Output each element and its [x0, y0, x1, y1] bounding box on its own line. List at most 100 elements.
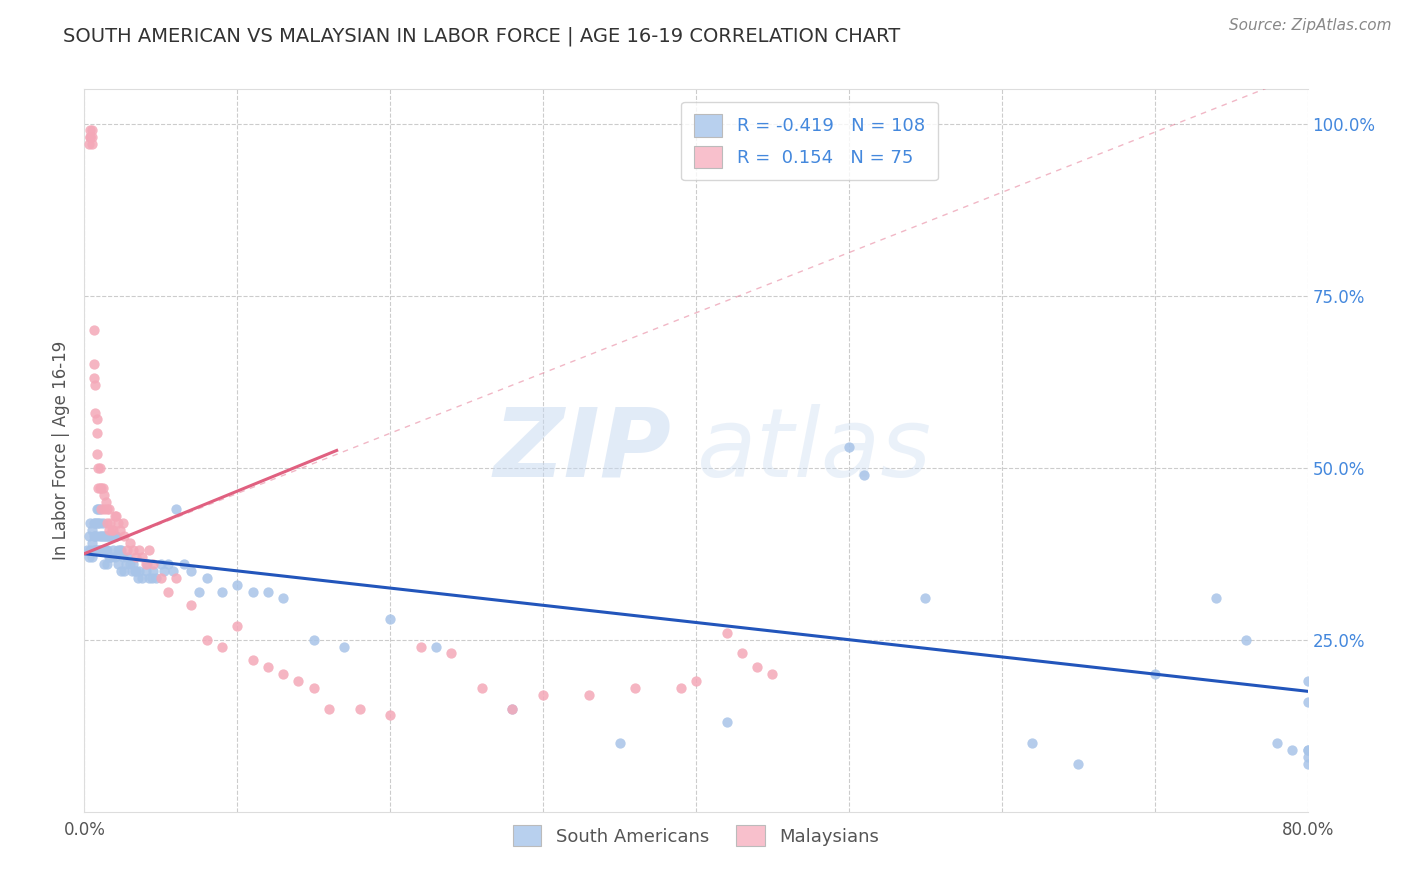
Point [125, 564, 148, 578]
Point [135, 564, 157, 578]
Point [97, 523, 120, 537]
Text: atlas: atlas [696, 404, 931, 497]
Point [125, 550, 148, 565]
Point [96, 543, 118, 558]
Point [104, 529, 127, 543]
Point [87, 543, 110, 558]
Point [502, 701, 524, 715]
Point [104, 550, 127, 565]
Point [302, 632, 325, 647]
Point [1296, 743, 1319, 757]
Point [1296, 743, 1319, 757]
Point [83, 358, 105, 372]
Point [79, 130, 101, 145]
Point [98, 516, 121, 530]
Point [107, 557, 129, 571]
Point [226, 619, 249, 633]
Point [80, 523, 103, 537]
Point [1143, 667, 1166, 681]
Point [107, 516, 129, 530]
Point [103, 543, 125, 558]
Point [1296, 673, 1319, 688]
Point [91, 529, 114, 543]
Point [97, 502, 120, 516]
Point [165, 571, 187, 585]
Point [731, 647, 754, 661]
Point [103, 523, 125, 537]
Point [87, 460, 110, 475]
Point [716, 715, 738, 730]
Point [287, 673, 309, 688]
Point [153, 564, 176, 578]
Point [211, 584, 233, 599]
Point [145, 571, 167, 585]
Point [380, 708, 402, 723]
Point [110, 564, 132, 578]
Point [108, 543, 131, 558]
Point [440, 647, 463, 661]
Point [685, 673, 707, 688]
Point [93, 502, 115, 516]
Point [110, 543, 132, 558]
Point [77, 550, 100, 565]
Point [86, 447, 108, 461]
Point [101, 550, 124, 565]
Point [77, 137, 100, 152]
Point [761, 667, 783, 681]
Point [89, 502, 111, 516]
Point [87, 502, 110, 516]
Point [121, 564, 143, 578]
Point [1296, 756, 1319, 771]
Point [105, 508, 128, 523]
Point [120, 557, 142, 571]
Point [747, 660, 769, 674]
Point [111, 550, 134, 565]
Point [114, 557, 136, 571]
Point [1265, 736, 1288, 750]
Point [89, 543, 111, 558]
Point [127, 571, 149, 585]
Point [242, 584, 264, 599]
Point [609, 736, 631, 750]
Point [101, 523, 124, 537]
Point [91, 543, 114, 558]
Text: Source: ZipAtlas.com: Source: ZipAtlas.com [1229, 18, 1392, 33]
Point [195, 571, 218, 585]
Point [86, 529, 108, 543]
Point [195, 632, 218, 647]
Point [94, 543, 117, 558]
Point [302, 681, 325, 695]
Point [471, 681, 494, 695]
Point [83, 371, 105, 385]
Point [142, 564, 165, 578]
Point [853, 467, 876, 482]
Point [89, 460, 111, 475]
Point [149, 571, 172, 585]
Point [101, 529, 124, 543]
Point [162, 564, 184, 578]
Point [128, 564, 150, 578]
Point [128, 543, 150, 558]
Point [84, 516, 107, 530]
Point [94, 529, 117, 543]
Point [76, 543, 98, 558]
Point [84, 378, 107, 392]
Point [83, 543, 105, 558]
Point [108, 523, 131, 537]
Point [89, 481, 111, 495]
Point [914, 591, 936, 606]
Point [84, 543, 107, 558]
Point [97, 550, 120, 565]
Point [380, 612, 402, 626]
Point [87, 481, 110, 495]
Point [349, 701, 371, 715]
Point [122, 557, 145, 571]
Point [1205, 591, 1227, 606]
Point [90, 529, 112, 543]
Point [91, 481, 114, 495]
Point [531, 688, 554, 702]
Point [79, 123, 101, 137]
Point [112, 529, 135, 543]
Point [96, 557, 118, 571]
Point [1281, 743, 1303, 757]
